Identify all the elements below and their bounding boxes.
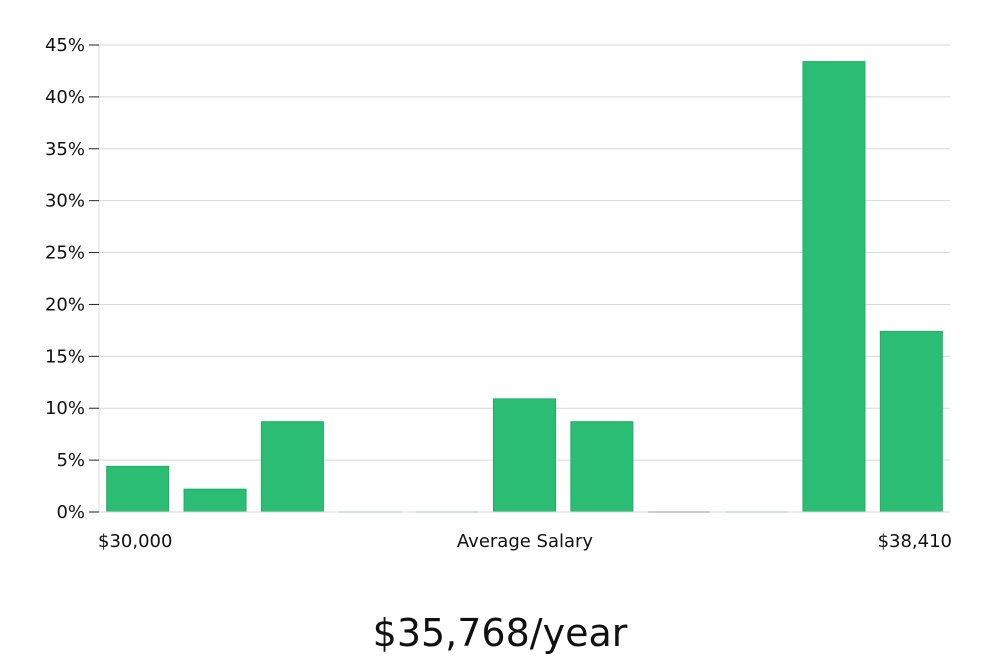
x-axis-label: Average Salary — [457, 531, 594, 552]
average-salary-summary: $35,768/year — [373, 611, 628, 655]
x-left-label: $30,000 — [98, 531, 172, 552]
y-tick-label: 5% — [56, 450, 85, 471]
y-tick-label: 15% — [45, 346, 85, 367]
bar — [570, 421, 634, 513]
bar — [183, 488, 247, 513]
y-tick-layer: 0% 5% 10% 15% 20% 25% 30% 35% 40% 45% — [45, 35, 99, 523]
bar — [802, 61, 866, 513]
y-tick-label: 45% — [45, 35, 85, 56]
bar — [493, 398, 556, 513]
y-tick-label: 0% — [56, 502, 85, 523]
bar — [106, 465, 170, 513]
y-tick-label: 25% — [45, 243, 85, 264]
bar — [260, 421, 324, 513]
y-tick-label: 35% — [45, 139, 85, 160]
x-right-label: $38,410 — [878, 531, 952, 552]
y-tick-label: 20% — [45, 294, 85, 315]
y-tick-label: 40% — [45, 87, 85, 108]
y-tick-label: 30% — [45, 191, 85, 212]
grid-layer — [99, 44, 950, 513]
bar — [879, 330, 943, 513]
bars-layer — [106, 61, 943, 513]
y-tick-label: 10% — [45, 398, 85, 419]
